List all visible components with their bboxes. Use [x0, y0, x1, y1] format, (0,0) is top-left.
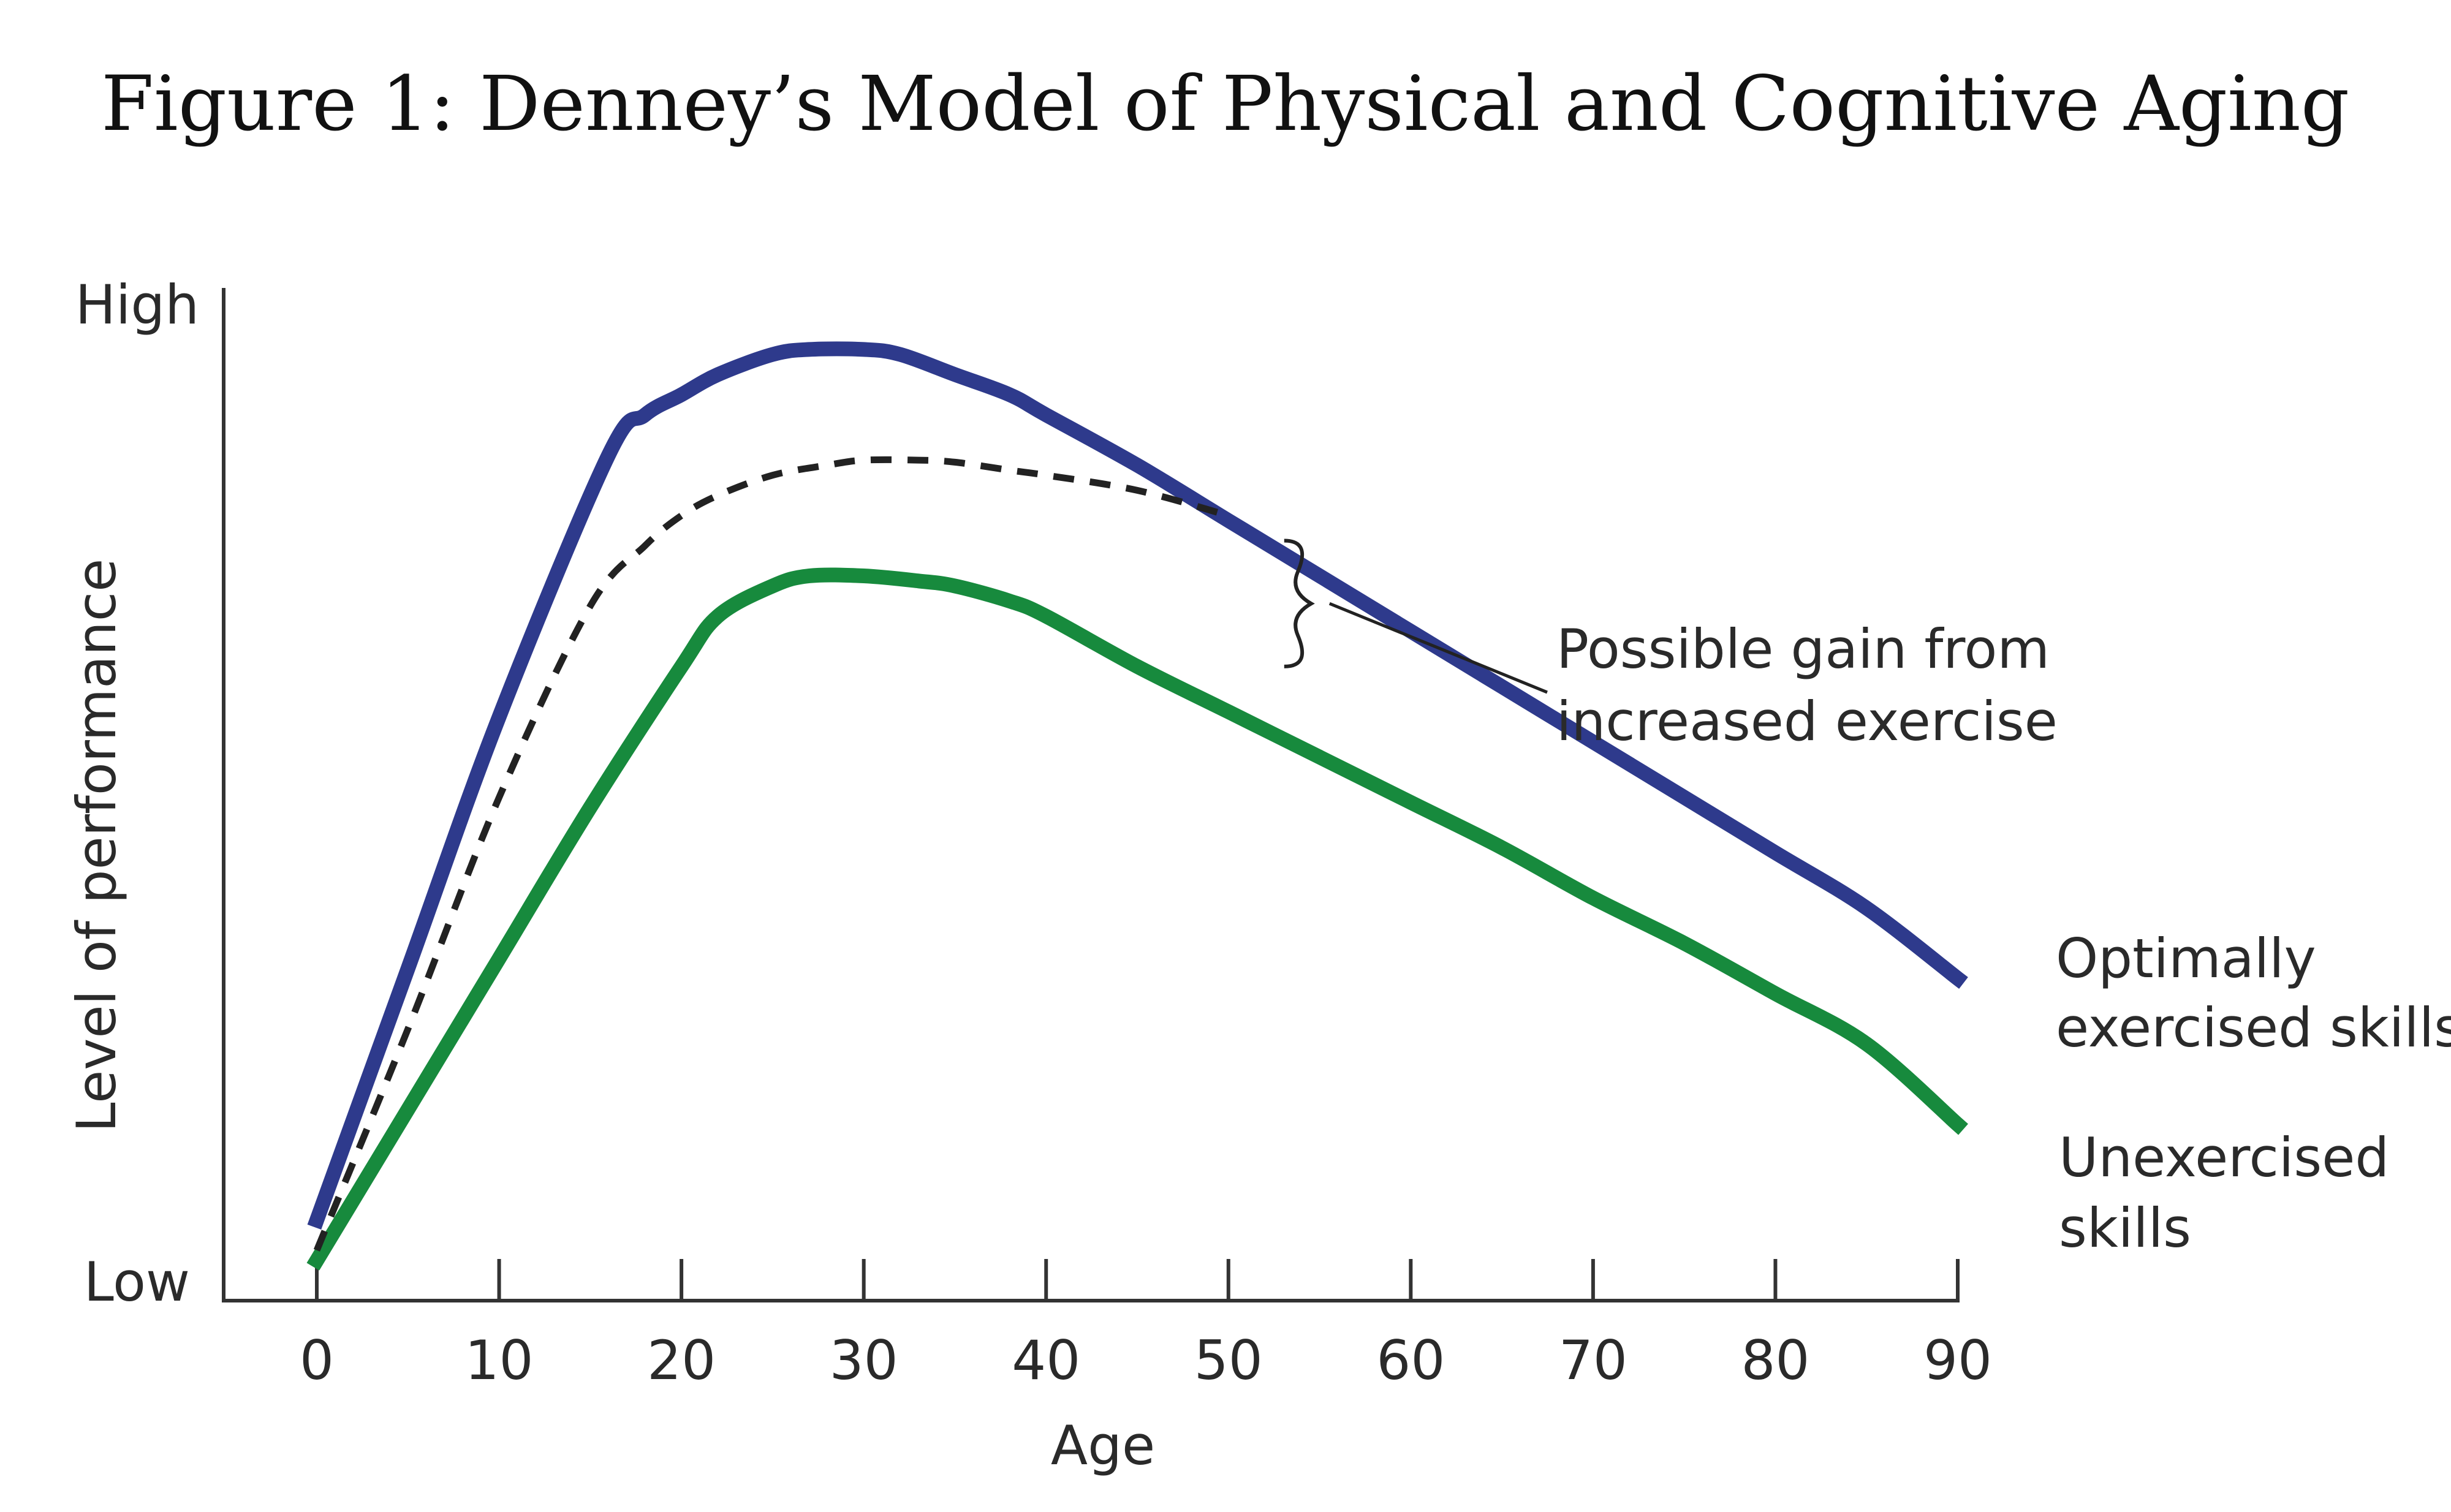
series-line-optimally-exercised: [307, 341, 1968, 1230]
x-tick-label: 60: [1376, 1329, 1445, 1392]
annotation-brace: [1284, 539, 1315, 668]
x-tick-label: 70: [1559, 1329, 1627, 1392]
series-label: Optimally exercised skills: [2056, 927, 2451, 1059]
annotation-leader-line: [1328, 602, 1548, 694]
y-axis-label: Level of performance: [65, 559, 128, 1133]
x-tick-label: 20: [647, 1329, 716, 1392]
x-tick-label: 30: [830, 1329, 898, 1392]
chart-title: Figure 1: Denney’s Model of Physical and…: [101, 60, 2349, 148]
x-tick-label: 10: [465, 1329, 534, 1392]
series-label: Unexercised skills: [2059, 1126, 2389, 1260]
annotation-text: Possible gain from increased exercise: [1556, 618, 2058, 753]
x-tick-label: 80: [1741, 1329, 1809, 1392]
x-tick-label: 0: [300, 1329, 334, 1392]
series-line-potential-dashed: [313, 456, 1230, 1252]
x-tick-label: 90: [1923, 1329, 1992, 1392]
x-axis-label: Age: [1051, 1414, 1155, 1477]
plot-area: 0 10 20 30 40 50 60 70 80 90 Optimally exercised s…: [222, 288, 2451, 1392]
y-tick-label-high: High: [75, 273, 199, 336]
x-ticks: 0 10 20 30 40 50 60 70 80 90: [300, 1259, 1992, 1392]
series-group: Optimally exercised skills Unexercised skil…: [306, 341, 2451, 1271]
series-line-unexercised: [306, 567, 1968, 1271]
y-tick-label-low: Low: [84, 1250, 190, 1314]
x-tick-label: 50: [1194, 1329, 1263, 1392]
x-tick-label: 40: [1012, 1329, 1080, 1392]
annotation-group: Possible gain from increased exercise: [1284, 539, 2058, 753]
